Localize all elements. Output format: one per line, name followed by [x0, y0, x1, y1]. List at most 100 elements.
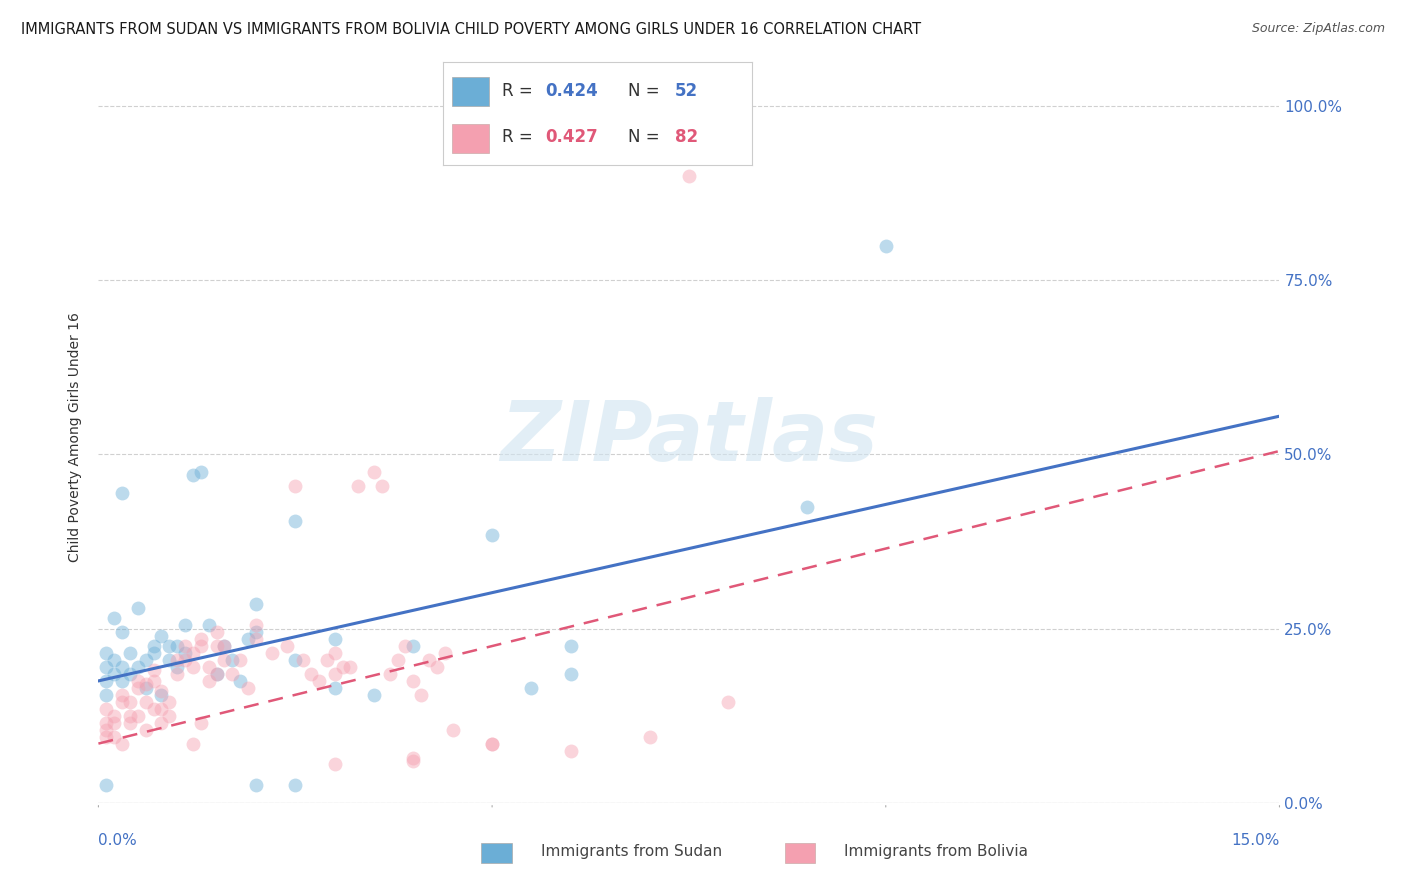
Point — [118, 708, 141, 723]
Point — [142, 673, 165, 688]
Point — [111, 695, 134, 709]
Point — [292, 653, 315, 667]
Point — [166, 639, 188, 653]
Point — [111, 485, 134, 500]
Y-axis label: Child Poverty Among Girls Under 16: Child Poverty Among Girls Under 16 — [69, 312, 83, 562]
Point — [103, 653, 125, 667]
Point — [441, 723, 464, 737]
Point — [284, 479, 307, 493]
Point — [387, 653, 409, 667]
Point — [190, 639, 212, 653]
Point — [284, 778, 307, 792]
Point — [197, 673, 219, 688]
Text: ZIPatlas: ZIPatlas — [501, 397, 877, 477]
Text: R =: R = — [502, 82, 537, 100]
Point — [315, 653, 337, 667]
Point — [875, 238, 897, 252]
Text: 0.424: 0.424 — [546, 82, 598, 100]
Point — [411, 688, 433, 702]
Point — [560, 743, 582, 757]
Point — [371, 479, 394, 493]
Point — [127, 673, 149, 688]
Point — [221, 667, 243, 681]
Point — [142, 639, 165, 653]
Point — [135, 695, 157, 709]
Point — [205, 667, 228, 681]
Point — [96, 723, 118, 737]
Point — [245, 632, 267, 646]
Point — [150, 629, 173, 643]
Point — [197, 618, 219, 632]
Point — [402, 639, 425, 653]
Point — [347, 479, 370, 493]
Point — [236, 632, 259, 646]
Point — [323, 646, 346, 660]
Point — [142, 664, 165, 678]
Point — [118, 715, 141, 730]
Point — [245, 625, 267, 640]
Point — [402, 673, 425, 688]
Point — [363, 465, 385, 479]
Point — [323, 632, 346, 646]
Point — [214, 639, 236, 653]
Text: 52: 52 — [675, 82, 697, 100]
Point — [157, 653, 180, 667]
Point — [135, 681, 157, 695]
Point — [166, 667, 188, 681]
Point — [363, 688, 385, 702]
Point — [111, 625, 134, 640]
Point — [118, 646, 141, 660]
Point — [157, 639, 180, 653]
Point — [150, 702, 173, 716]
Point — [205, 625, 228, 640]
Text: IMMIGRANTS FROM SUDAN VS IMMIGRANTS FROM BOLIVIA CHILD POVERTY AMONG GIRLS UNDER: IMMIGRANTS FROM SUDAN VS IMMIGRANTS FROM… — [21, 22, 921, 37]
Point — [229, 653, 252, 667]
Point — [402, 750, 425, 764]
Point — [150, 715, 173, 730]
Text: Source: ZipAtlas.com: Source: ZipAtlas.com — [1251, 22, 1385, 36]
Text: N =: N = — [628, 128, 665, 146]
Point — [190, 632, 212, 646]
Point — [142, 702, 165, 716]
Point — [284, 514, 307, 528]
Point — [638, 730, 661, 744]
Point — [245, 618, 267, 632]
FancyBboxPatch shape — [453, 124, 489, 153]
Point — [103, 715, 125, 730]
Point — [481, 737, 503, 751]
Point — [426, 660, 449, 674]
Point — [299, 667, 322, 681]
Point — [190, 715, 212, 730]
Point — [418, 653, 440, 667]
Point — [560, 639, 582, 653]
Point — [96, 660, 118, 674]
Point — [135, 653, 157, 667]
Point — [221, 653, 243, 667]
Point — [205, 667, 228, 681]
Text: Immigrants from Sudan: Immigrants from Sudan — [541, 845, 723, 859]
Point — [157, 695, 180, 709]
Point — [520, 681, 543, 695]
Point — [276, 639, 298, 653]
Point — [190, 465, 212, 479]
Text: 0.427: 0.427 — [546, 128, 598, 146]
Point — [103, 730, 125, 744]
Point — [103, 708, 125, 723]
Point — [339, 660, 361, 674]
Point — [181, 737, 204, 751]
Point — [174, 639, 197, 653]
Point — [214, 653, 236, 667]
Point — [205, 639, 228, 653]
Point — [394, 639, 416, 653]
Point — [103, 611, 125, 625]
Point — [284, 653, 307, 667]
Point — [111, 673, 134, 688]
Point — [181, 468, 204, 483]
Point — [166, 660, 188, 674]
Point — [181, 646, 204, 660]
Point — [433, 646, 456, 660]
Point — [481, 737, 503, 751]
Point — [323, 667, 346, 681]
Point — [135, 677, 157, 691]
Point — [174, 618, 197, 632]
